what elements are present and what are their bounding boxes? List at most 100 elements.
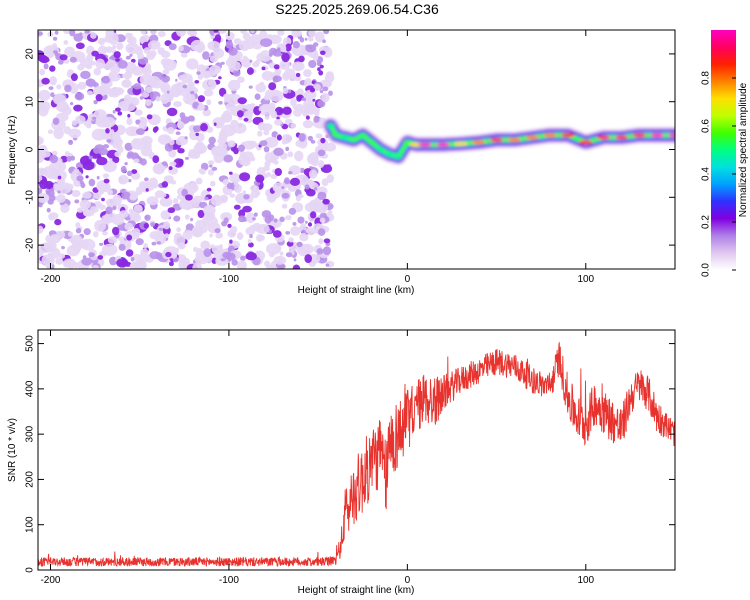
noise-speckle	[232, 122, 247, 134]
noise-speckle	[278, 108, 283, 113]
noise-speckle	[233, 147, 239, 155]
noise-speckle	[309, 152, 319, 164]
noise-speckle	[320, 50, 326, 56]
noise-speckle	[139, 96, 144, 100]
noise-speckle	[295, 195, 302, 202]
noise-speckle	[48, 162, 62, 173]
colorbar-label: Normalized spectral amplitude	[738, 82, 749, 217]
noise-speckle	[308, 36, 314, 42]
noise-speckle	[112, 110, 116, 114]
noise-speckle	[49, 65, 56, 72]
noise-speckle	[281, 203, 288, 209]
noise-speckle	[112, 205, 117, 211]
noise-speckle	[284, 177, 290, 185]
noise-speckle	[309, 87, 315, 93]
noise-speckle	[268, 90, 284, 102]
noise-speckle	[303, 69, 312, 78]
noise-speckle	[203, 204, 216, 216]
noise-speckle	[134, 109, 143, 116]
noise-speckle	[290, 123, 296, 129]
noise-speckle	[144, 215, 148, 220]
noise-speckle	[130, 256, 135, 262]
colorbar-tick-label: 0.2	[701, 215, 712, 229]
signal-peak	[436, 142, 450, 147]
noise-speckle	[127, 151, 134, 157]
signal-peak	[543, 133, 558, 138]
noise-speckle	[116, 258, 129, 268]
noise-speckle	[185, 223, 194, 232]
noise-speckle	[179, 112, 186, 119]
noise-speckle	[48, 248, 54, 253]
noise-speckle	[302, 120, 314, 129]
y-tick-label: 100	[25, 516, 36, 533]
signal-peak	[394, 154, 403, 159]
signal-peak	[525, 135, 540, 140]
noise-speckle	[202, 108, 212, 117]
noise-speckle	[281, 192, 290, 199]
signal-peak	[349, 137, 358, 142]
noise-speckle	[188, 149, 196, 156]
noise-speckle	[90, 32, 97, 39]
noise-speckle	[81, 257, 92, 266]
signal-peak	[403, 140, 412, 145]
noise-speckle	[200, 162, 209, 171]
noise-speckle	[218, 30, 227, 34]
noise-speckle	[115, 107, 121, 112]
noise-speckle	[169, 161, 177, 167]
noise-speckle	[266, 264, 272, 269]
noise-speckle	[282, 37, 292, 46]
noise-speckle	[323, 30, 330, 35]
noise-speckle	[80, 70, 91, 80]
noise-speckle	[185, 156, 189, 160]
noise-speckle	[206, 99, 212, 106]
noise-speckle	[157, 134, 172, 145]
noise-speckle	[126, 117, 133, 126]
noise-speckle	[75, 227, 82, 234]
y-tick-label: 20	[25, 48, 36, 60]
noise-speckle	[118, 243, 126, 251]
noise-speckle	[88, 252, 95, 258]
noise-speckle	[112, 226, 120, 236]
noise-speckle	[281, 52, 290, 63]
noise-speckle	[210, 195, 223, 206]
noise-speckle	[118, 210, 129, 218]
noise-speckle	[153, 183, 158, 189]
noise-speckle	[56, 194, 66, 203]
noise-speckle	[102, 173, 110, 178]
noise-speckle	[66, 155, 72, 162]
noise-speckle	[68, 128, 82, 139]
noise-speckle	[180, 52, 188, 58]
noise-speckle	[38, 193, 50, 203]
noise-speckle	[199, 168, 206, 175]
noise-speckle	[261, 70, 274, 81]
noise-speckle	[38, 104, 49, 117]
noise-speckle	[57, 59, 64, 65]
noise-speckle	[118, 174, 129, 185]
noise-speckle	[140, 248, 149, 257]
noise-speckle	[128, 178, 132, 183]
noise-speckle	[206, 126, 214, 133]
noise-speckle	[255, 83, 267, 93]
noise-speckle	[184, 214, 190, 220]
noise-speckle	[99, 242, 104, 246]
noise-speckle	[192, 262, 203, 269]
noise-speckle	[88, 155, 93, 160]
noise-speckle	[242, 140, 256, 150]
noise-speckle	[224, 178, 229, 185]
noise-speckle	[132, 213, 141, 222]
noise-speckle	[134, 234, 140, 240]
noise-speckle	[109, 256, 118, 266]
noise-speckle	[233, 38, 242, 45]
noise-speckle	[190, 217, 194, 222]
noise-speckle	[73, 104, 83, 112]
noise-speckle	[168, 43, 177, 51]
noise-speckle	[320, 137, 326, 144]
noise-speckle	[39, 56, 50, 64]
noise-speckle	[316, 61, 322, 67]
y-tick-label: 10	[25, 96, 36, 108]
noise-speckle	[300, 243, 314, 255]
noise-speckle	[185, 194, 193, 201]
noise-speckle	[211, 166, 218, 171]
noise-speckle	[103, 47, 109, 53]
noise-speckle	[307, 222, 313, 227]
